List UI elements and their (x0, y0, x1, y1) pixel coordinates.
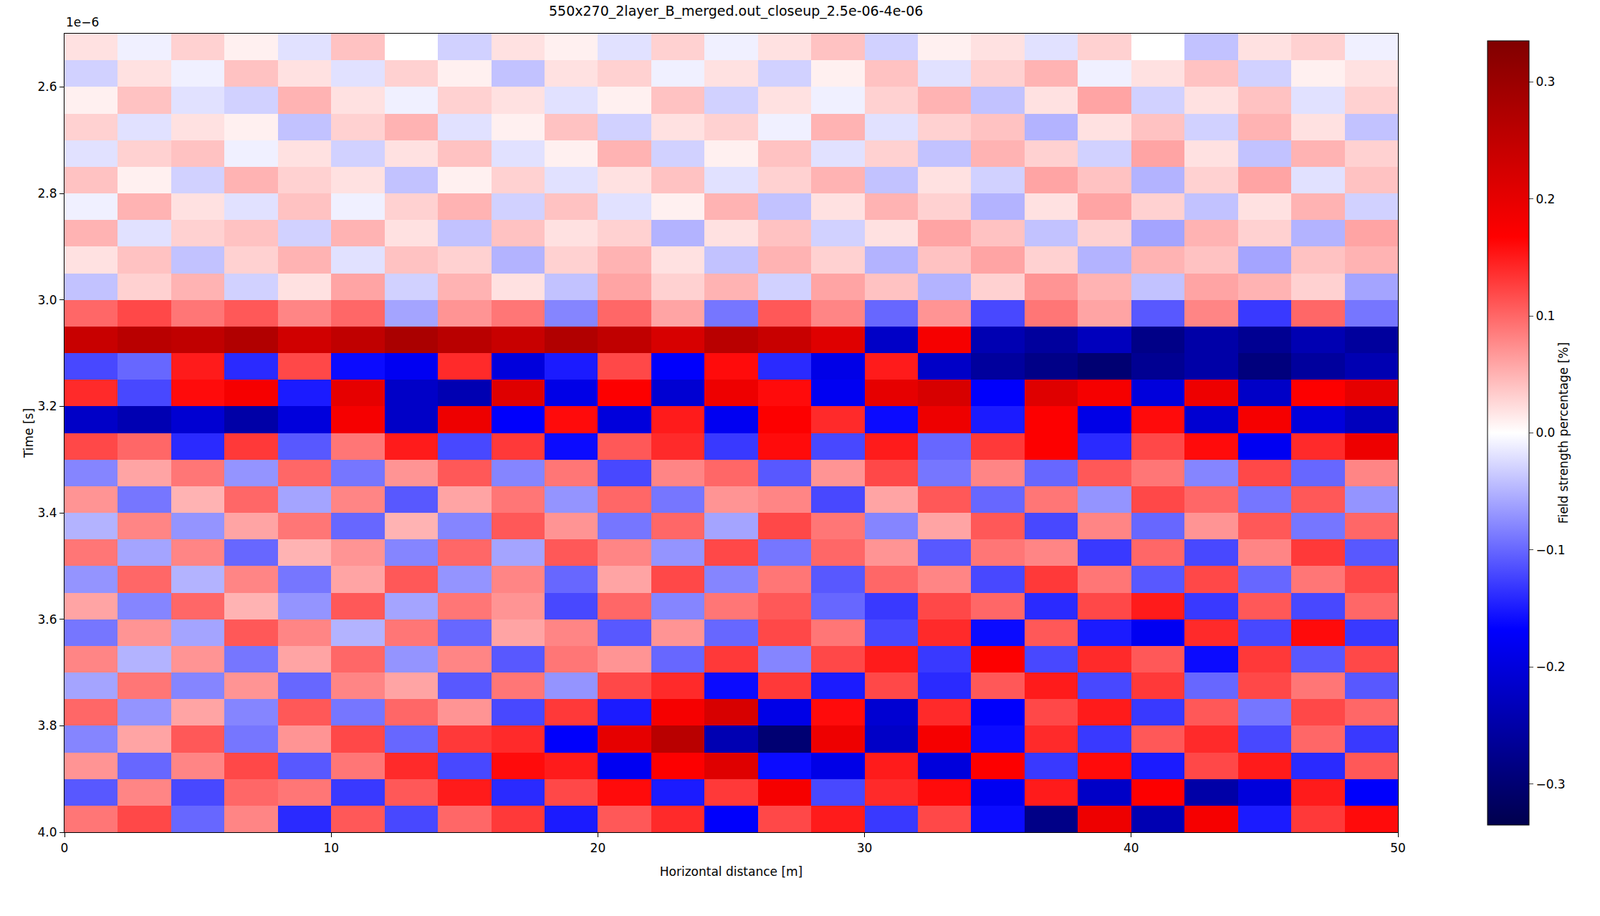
svg-text:50: 50 (1390, 841, 1406, 856)
svg-text:3.8: 3.8 (37, 718, 57, 734)
svg-text:0.0: 0.0 (1535, 425, 1555, 440)
svg-text:550x270_2layer_B_merged.out_cl: 550x270_2layer_B_merged.out_closeup_2.5e… (548, 2, 923, 20)
svg-text:0: 0 (60, 841, 69, 856)
svg-text:4.0: 4.0 (37, 825, 57, 840)
svg-text:Field strength percentage [%]: Field strength percentage [%] (1556, 342, 1571, 524)
svg-text:2.6: 2.6 (37, 79, 57, 94)
svg-text:0.2: 0.2 (1535, 192, 1555, 207)
svg-text:30: 30 (856, 841, 873, 856)
svg-text:2.8: 2.8 (37, 186, 57, 201)
svg-text:0.1: 0.1 (1535, 308, 1555, 324)
svg-text:−0.3: −0.3 (1535, 777, 1565, 792)
svg-text:3.2: 3.2 (37, 399, 57, 414)
svg-text:−0.2: −0.2 (1535, 659, 1565, 675)
svg-text:1e−6: 1e−6 (65, 15, 99, 30)
svg-text:Horizontal distance [m]: Horizontal distance [m] (659, 864, 803, 880)
svg-text:10: 10 (323, 841, 339, 856)
svg-text:3.6: 3.6 (37, 612, 57, 627)
svg-text:−0.1: −0.1 (1535, 543, 1565, 558)
svg-text:3.0: 3.0 (37, 293, 57, 308)
svg-text:20: 20 (590, 841, 607, 856)
svg-text:Time [s]: Time [s] (21, 408, 36, 459)
svg-text:0.3: 0.3 (1535, 74, 1555, 89)
svg-text:40: 40 (1123, 841, 1140, 856)
svg-text:3.4: 3.4 (37, 505, 57, 521)
